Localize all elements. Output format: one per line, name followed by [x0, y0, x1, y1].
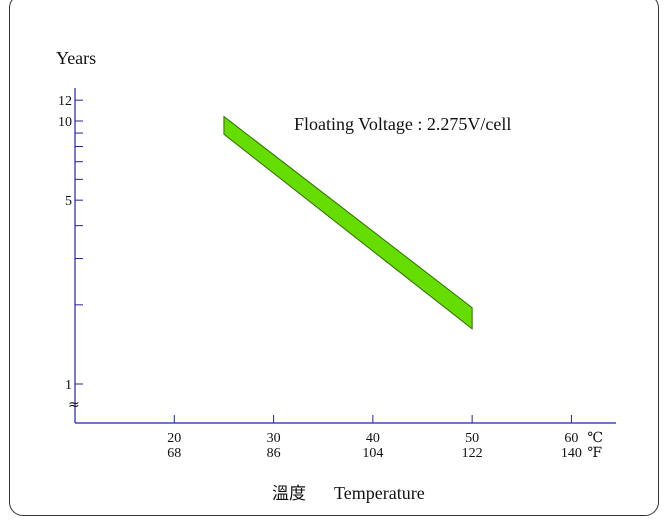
unit-fahrenheit: ℉: [587, 446, 602, 461]
axes: ≈: [68, 88, 616, 424]
axis-break-mark: ≈: [68, 397, 80, 413]
x-tick-label-fahrenheit: 140: [561, 446, 582, 461]
x-tick-label-celsius: 60: [564, 431, 578, 446]
x-tick-label-celsius: 20: [167, 431, 181, 446]
y-axis-label: Years: [56, 48, 96, 68]
x-tick-label-celsius: 50: [465, 431, 479, 446]
y-ticks: 12 10 5 1: [58, 94, 83, 393]
x-tick-label-fahrenheit: 68: [167, 446, 181, 461]
series-bands: [223, 115, 473, 330]
x-tick-label-celsius: 30: [267, 431, 281, 446]
unit-celsius: ℃: [587, 431, 603, 446]
chart-frame: [9, 0, 659, 516]
x-axis-label: Temperature: [334, 483, 425, 503]
y-tick-label: 12: [58, 94, 72, 109]
y-tick-label: 1: [65, 378, 72, 393]
x-tick-label-celsius: 40: [366, 431, 380, 446]
x-tick-label-fahrenheit: 86: [267, 446, 281, 461]
series-band: [223, 115, 473, 330]
x-tick-label-fahrenheit: 122: [462, 446, 483, 461]
y-tick-label: 5: [65, 194, 72, 209]
x-axis-label-chinese: 溫度: [272, 484, 306, 504]
x-tick-label-fahrenheit: 104: [362, 446, 383, 461]
series-annotation: Floating Voltage : 2.275V/cell: [294, 114, 511, 134]
y-tick-label: 10: [58, 115, 72, 130]
